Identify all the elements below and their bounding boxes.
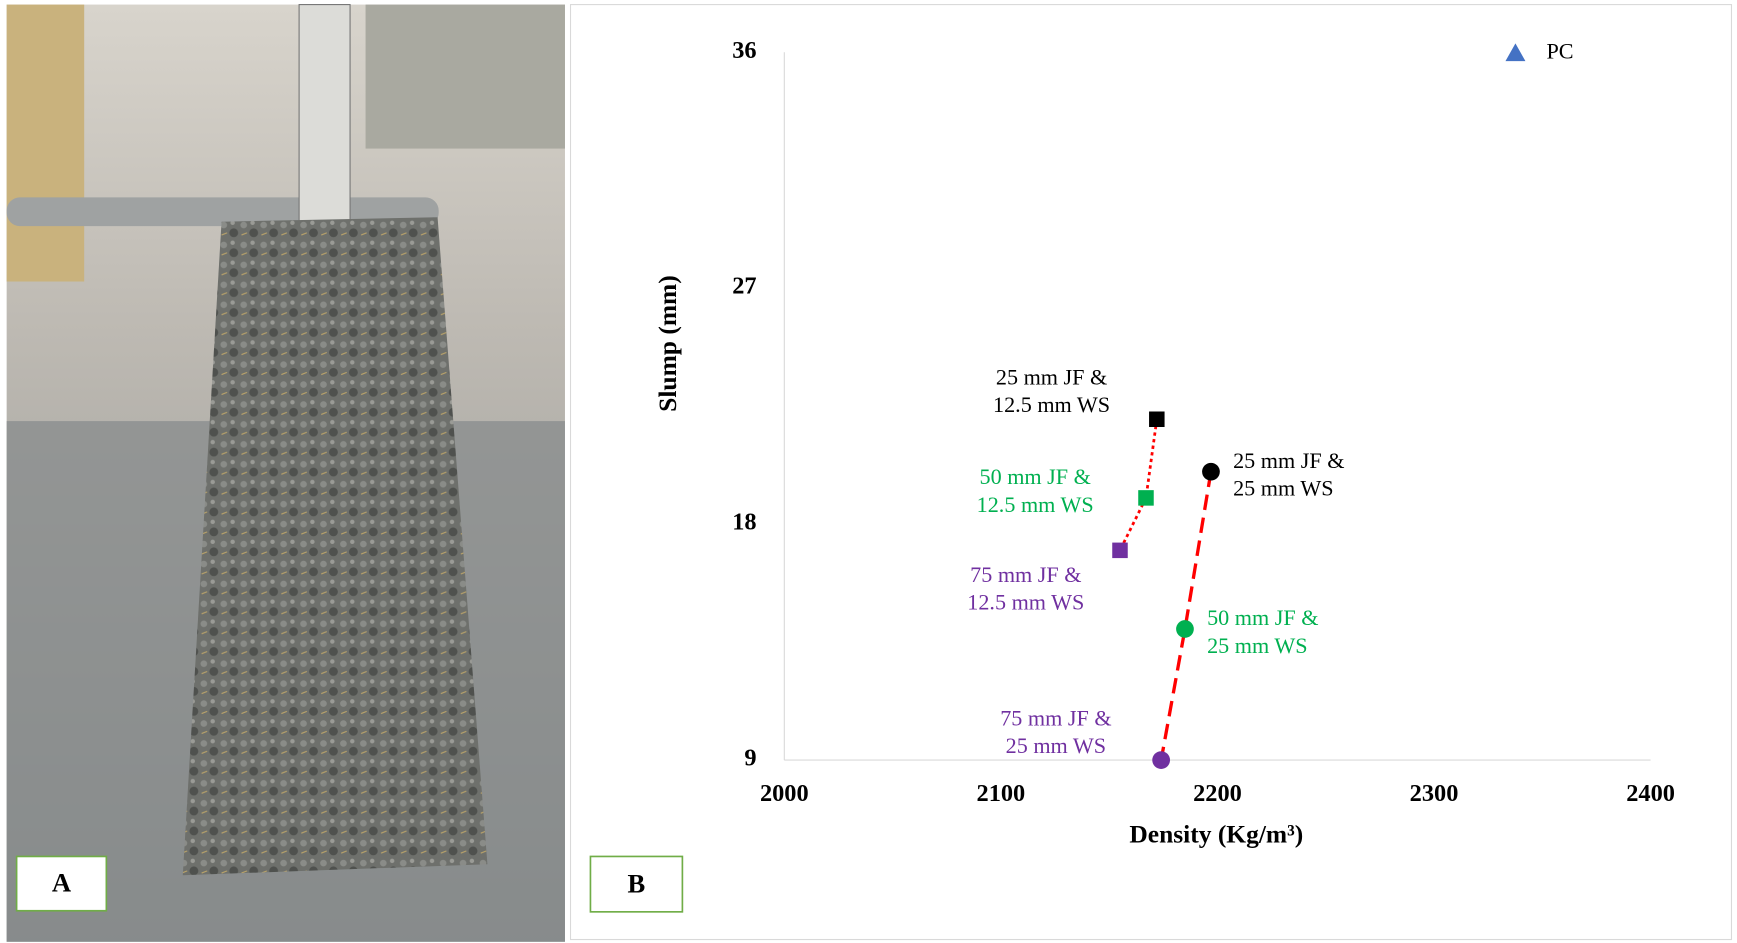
page: A B Density (Kg/m³) Slump (mm) 9 18 27 36 20… (0, 0, 1737, 943)
point-label: 12.5 mm WS (993, 392, 1110, 417)
panel-label: A (52, 867, 71, 897)
point-label: 25 mm JF & (1233, 448, 1344, 473)
cement-bag (7, 5, 85, 282)
x-tick-label: 2300 (1410, 780, 1459, 807)
x-tick-label: 2200 (1193, 780, 1242, 807)
y-tick-label: 18 (732, 509, 756, 536)
marker (1112, 543, 1128, 559)
panel-label: B (628, 868, 646, 898)
y-axis-title: Slump (mm) (653, 275, 682, 412)
marker (1152, 751, 1170, 769)
point-label: 25 mm WS (1006, 733, 1106, 758)
marker (1149, 411, 1165, 427)
figure: A B Density (Kg/m³) Slump (mm) 9 18 27 36 20… (0, 0, 1737, 943)
point-label: 75 mm JF & (1000, 705, 1111, 730)
marker (1138, 490, 1154, 506)
point-label: 25 mm WS (1207, 633, 1307, 658)
marker (1176, 620, 1194, 638)
legend-label: PC (1546, 38, 1573, 63)
y-tick-label: 36 (732, 37, 756, 64)
point-label: 12.5 mm WS (967, 590, 1084, 615)
marker (1202, 463, 1220, 481)
background-bags (366, 5, 565, 149)
y-tick-label: 9 (744, 745, 756, 772)
point-label: 75 mm JF & (970, 562, 1081, 587)
chart-frame (571, 5, 1732, 940)
x-tick-label: 2400 (1626, 780, 1675, 807)
chart-panel: B Density (Kg/m³) Slump (mm) 9 18 27 36 2000… (571, 5, 1732, 940)
x-axis-title: Density (Kg/m³) (1129, 819, 1303, 848)
concrete-cone (183, 217, 488, 875)
ruler (299, 5, 350, 227)
point-label: 50 mm JF & (1207, 605, 1318, 630)
x-tick-label: 2000 (760, 780, 809, 807)
photo-panel: A (7, 5, 565, 942)
x-tick-label: 2100 (977, 780, 1026, 807)
point-label: 50 mm JF & (980, 464, 1091, 489)
point-label: 25 mm WS (1233, 476, 1333, 501)
point-label: 25 mm JF & (996, 364, 1107, 389)
y-tick-label: 27 (732, 273, 756, 300)
point-label: 12.5 mm WS (977, 492, 1094, 517)
